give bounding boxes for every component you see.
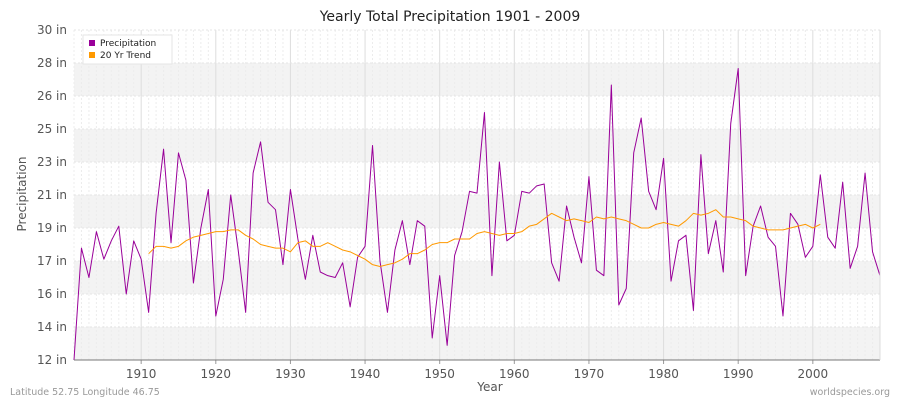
- grid-lines: [73, 29, 881, 361]
- x-tick-label: 2000: [798, 367, 829, 381]
- tick-labels: 12 in 14 in 16 in 17 in 19 in 21 in 23 in 25 in…: [37, 23, 828, 381]
- y-tick-label: 16 in: [37, 287, 67, 301]
- series-layer: [73, 68, 881, 361]
- legend-box: [82, 34, 173, 65]
- x-axis-label: Year: [476, 380, 502, 394]
- y-tick-label: 25 in: [37, 122, 67, 136]
- x-tick-label: 1920: [201, 367, 232, 381]
- band: [74, 129, 880, 162]
- x-tick-label: 1940: [350, 367, 381, 381]
- band: [74, 261, 880, 294]
- y-axis-label: Precipitation: [15, 156, 29, 231]
- y-tick-label: 21 in: [37, 188, 67, 202]
- y-tick-label: 26 in: [37, 89, 67, 103]
- legend-swatch-precipitation: [89, 40, 95, 46]
- series-line-trend: [148, 209, 821, 267]
- x-tick-label: 1910: [126, 367, 157, 381]
- chart-title: Yearly Total Precipitation 1901 - 2009: [319, 9, 581, 25]
- x-tick-label: 1970: [574, 367, 605, 381]
- footer-source: worldspecies.org: [810, 387, 890, 398]
- y-tick-label: 12 in: [37, 353, 67, 367]
- legend-label-trend: 20 Yr Trend: [100, 51, 151, 61]
- x-tick-label: 1980: [648, 367, 679, 381]
- axes: [74, 30, 881, 364]
- x-tick-label: 1930: [275, 367, 306, 381]
- x-tick-label: 1960: [499, 367, 530, 381]
- y-tick-label: 28 in: [37, 56, 67, 70]
- footer-coordinates: Latitude 52.75 Longitude 46.75: [10, 387, 160, 398]
- legend: Precipitation 20 Yr Trend: [82, 34, 173, 65]
- y-tick-label: 19 in: [37, 221, 67, 235]
- legend-swatch-trend: [89, 52, 95, 58]
- y-tick-label: 23 in: [37, 155, 67, 169]
- y-tick-label: 17 in: [37, 254, 67, 268]
- x-tick-label: 1990: [723, 367, 754, 381]
- legend-label-precipitation: Precipitation: [100, 39, 156, 49]
- y-tick-label: 14 in: [37, 320, 67, 334]
- y-tick-label: 30 in: [37, 23, 67, 37]
- series-line-precipitation: [73, 68, 881, 361]
- x-tick-label: 1950: [424, 367, 455, 381]
